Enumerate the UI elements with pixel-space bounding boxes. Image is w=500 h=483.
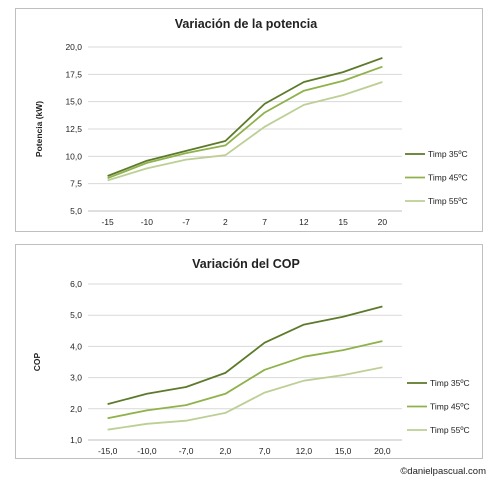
power-chart-series-line-1 xyxy=(107,57,383,177)
power-chart-series-line-2 xyxy=(107,65,383,180)
cop-chart-y-tick-label: 2,0 xyxy=(70,404,82,414)
cop-chart-x-tick-label: 12,0 xyxy=(296,446,313,456)
cop-chart-x-tick-label: -10,0 xyxy=(137,446,157,456)
cop-chart-legend-label-3: Timp 55ºC xyxy=(430,425,470,435)
cop-chart-x-tick-label: -15,0 xyxy=(98,446,118,456)
watermark: ©danielpascual.com xyxy=(400,466,486,477)
power-chart-x-tick-label: 15 xyxy=(338,217,348,227)
cop-chart-y-tick-label: 4,0 xyxy=(70,341,82,351)
cop-chart-y-tick-label: 5,0 xyxy=(70,310,82,320)
cop-chart-legend-label-2: Timp 45ºC xyxy=(430,402,470,412)
power-chart-x-tick-label: -7 xyxy=(182,217,190,227)
power-chart-series-line-3 xyxy=(107,81,383,182)
cop-chart-y-tick-label: 1,0 xyxy=(70,435,82,445)
power-chart-svg: Variación de la potencia 5,0 7,5 10,0 12,5 15… xyxy=(34,17,468,227)
cop-chart-series-line-3 xyxy=(107,366,383,431)
cop-chart-title: Variación del COP xyxy=(192,257,300,271)
power-chart-y-tick-label: 7,5 xyxy=(70,179,82,189)
cop-chart-x-tick-label: 20,0 xyxy=(374,446,391,456)
power-chart-y-tick-label: 5,0 xyxy=(70,206,82,216)
power-chart-y-tick-label: 10,0 xyxy=(65,151,82,161)
cop-chart-series-line-2 xyxy=(107,340,383,420)
cop-chart-x-tick-label: 2,0 xyxy=(219,446,231,456)
power-chart-y-tick-label: 20,0 xyxy=(65,42,82,52)
power-chart-x-tick-label: 7 xyxy=(262,217,267,227)
power-chart-y-tick-label: 17,5 xyxy=(65,69,82,79)
cop-chart-x-tick-label: -7,0 xyxy=(179,446,194,456)
cop-chart: Variación del COP 1,0 2,0 3,0 4,0 5,0 6,0 -15,0… xyxy=(15,244,483,459)
power-chart-x-tick-label: 12 xyxy=(299,217,309,227)
cop-chart-x-tick-label: 7,0 xyxy=(259,446,271,456)
cop-chart-x-tick-label: 15,0 xyxy=(335,446,352,456)
power-chart-legend-label-2: Timp 45ºC xyxy=(428,173,468,183)
power-chart-y-tick-label: 12,5 xyxy=(65,124,82,134)
power-chart-y-tick-label: 15,0 xyxy=(65,97,82,107)
power-chart-x-tick-label: -15 xyxy=(101,217,114,227)
power-chart-legend-label-3: Timp 55ºC xyxy=(428,196,468,206)
cop-chart-y-tick-label: 6,0 xyxy=(70,279,82,289)
cop-chart-series-line-1 xyxy=(107,305,383,405)
power-chart-legend-label-1: Timp 35ºC xyxy=(428,149,468,159)
cop-chart-legend-label-1: Timp 35ºC xyxy=(430,378,470,388)
cop-chart-svg: Variación del COP 1,0 2,0 3,0 4,0 5,0 6,0 -15,0… xyxy=(32,257,470,456)
power-chart-x-tick-label: 2 xyxy=(223,217,228,227)
power-chart-title: Variación de la potencia xyxy=(175,17,318,31)
power-chart-x-tick-label: 20 xyxy=(378,217,388,227)
power-chart-y-axis-label: Potencia (kW) xyxy=(34,101,44,157)
cop-chart-y-tick-label: 3,0 xyxy=(70,373,82,383)
power-chart-x-tick-label: -10 xyxy=(141,217,154,227)
cop-chart-y-axis-label: COP xyxy=(32,352,42,371)
power-chart: Variación de la potencia 5,0 7,5 10,0 12,5 15… xyxy=(15,8,483,232)
